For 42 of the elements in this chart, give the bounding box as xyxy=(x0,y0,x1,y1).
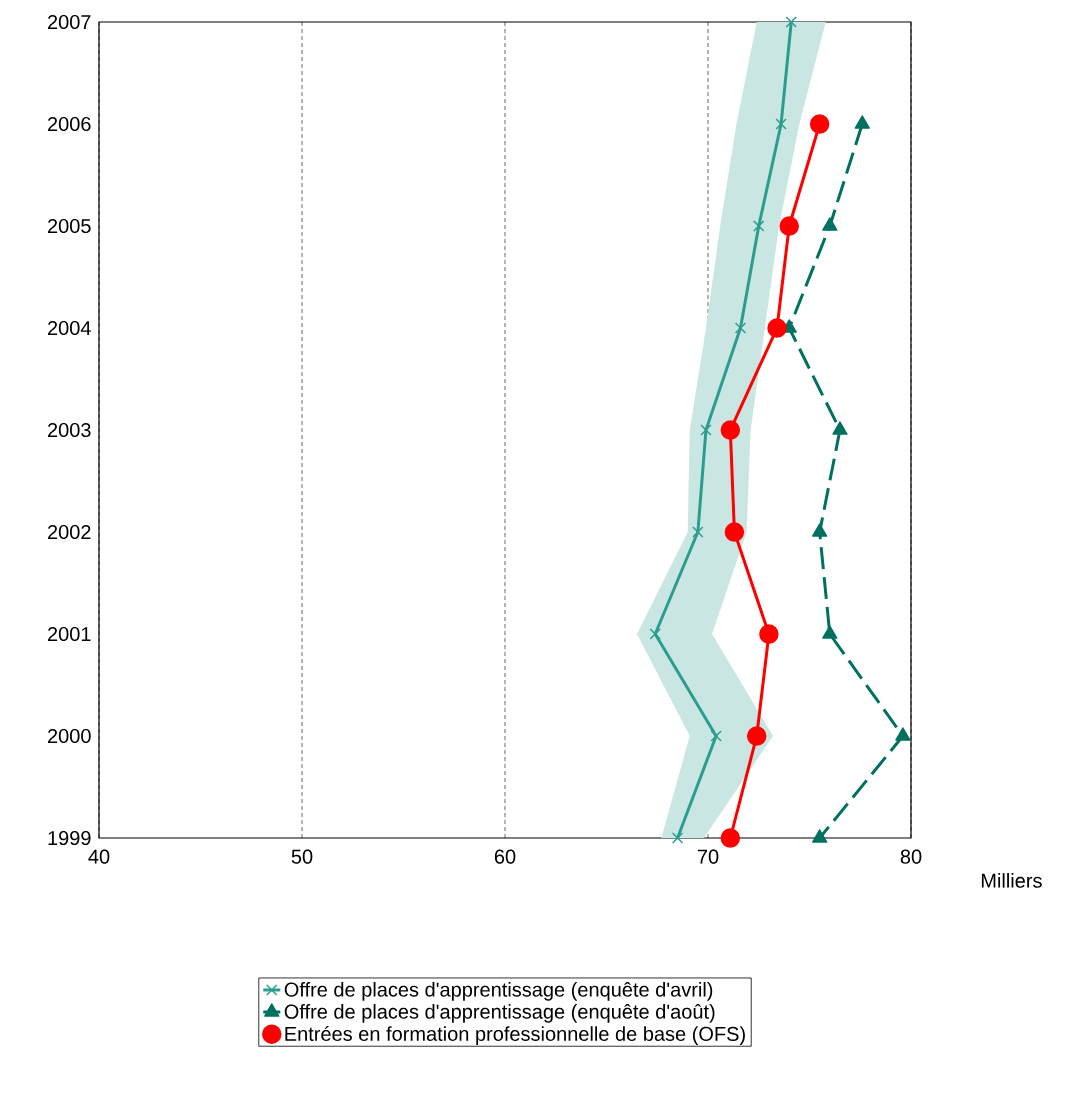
point xyxy=(811,523,828,537)
y-tick-label: 2002 xyxy=(47,524,91,540)
point xyxy=(895,727,911,741)
y-tick-label: 2003 xyxy=(47,422,91,438)
y-tick-label: 2005 xyxy=(47,218,91,234)
y-tick-label: 2001 xyxy=(47,626,91,642)
y-tick-label: 1999 xyxy=(48,830,91,846)
point xyxy=(779,216,799,236)
point xyxy=(785,16,797,28)
point xyxy=(832,421,848,435)
point xyxy=(753,220,765,232)
legend-label: Offre de places d'apprentissage (enquête d'août) xyxy=(284,1003,715,1023)
point xyxy=(710,730,722,742)
point xyxy=(671,832,684,844)
point xyxy=(734,322,747,334)
point xyxy=(724,522,745,542)
legend-label: Offre de places d'apprentissage (enquête d'avril) xyxy=(284,981,713,1001)
x-tick-label: 60 xyxy=(494,849,516,864)
point xyxy=(775,118,787,130)
point xyxy=(649,628,661,640)
x-tick-label: 50 xyxy=(291,849,313,864)
point xyxy=(700,424,712,436)
point xyxy=(720,828,741,848)
x-tick-label: 40 xyxy=(88,849,110,864)
y-tick-label: 2007 xyxy=(47,14,91,30)
legend-label: Entrées en formation professionnelle de base (OFS) xyxy=(285,1026,745,1045)
point xyxy=(767,318,787,338)
y-tick-label: 2006 xyxy=(47,116,91,132)
point xyxy=(720,420,741,440)
y-tick-label: 2004 xyxy=(47,320,91,336)
point xyxy=(822,217,838,231)
point xyxy=(746,726,767,746)
point xyxy=(822,625,838,639)
point xyxy=(692,526,704,538)
point xyxy=(854,115,870,129)
x-tick-label: 70 xyxy=(697,849,719,864)
x-axis-title: Milliers xyxy=(981,873,1042,888)
point xyxy=(811,829,828,843)
point xyxy=(759,624,779,644)
x-tick-label: 80 xyxy=(900,849,922,864)
point xyxy=(809,114,830,134)
y-tick-label: 2000 xyxy=(47,728,91,744)
